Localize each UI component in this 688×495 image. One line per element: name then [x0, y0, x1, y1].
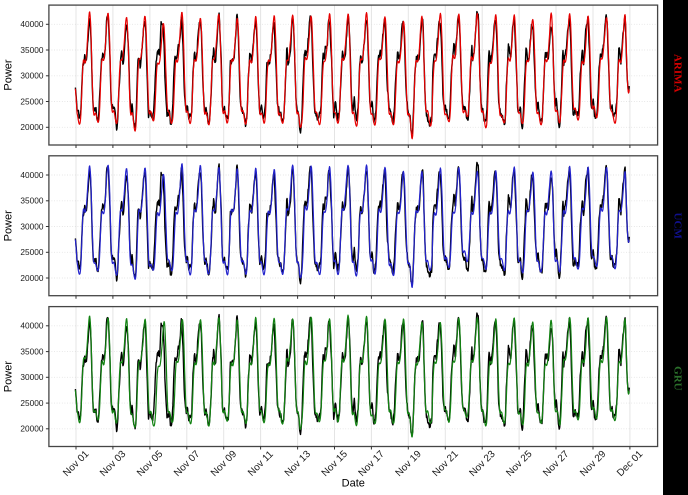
svg-text:40000: 40000	[20, 321, 43, 331]
svg-text:40000: 40000	[20, 170, 43, 180]
svg-text:40000: 40000	[20, 19, 43, 29]
svg-text:35000: 35000	[20, 196, 43, 206]
svg-text:Power: Power	[3, 210, 15, 242]
svg-text:25000: 25000	[20, 97, 43, 107]
svg-text:25000: 25000	[20, 398, 43, 408]
svg-text:ARIMA: ARIMA	[671, 54, 683, 93]
svg-text:GRU: GRU	[671, 366, 683, 391]
svg-text:Power: Power	[3, 361, 15, 393]
svg-text:35000: 35000	[20, 45, 43, 55]
svg-text:20000: 20000	[20, 424, 43, 434]
svg-text:30000: 30000	[20, 71, 43, 81]
svg-text:Power: Power	[3, 59, 15, 91]
svg-text:UCM: UCM	[671, 213, 683, 240]
svg-text:Date: Date	[342, 478, 365, 490]
svg-text:30000: 30000	[20, 372, 43, 382]
svg-text:35000: 35000	[20, 346, 43, 356]
svg-text:20000: 20000	[20, 273, 43, 283]
svg-text:30000: 30000	[20, 221, 43, 231]
svg-text:20000: 20000	[20, 122, 43, 132]
svg-text:25000: 25000	[20, 247, 43, 257]
